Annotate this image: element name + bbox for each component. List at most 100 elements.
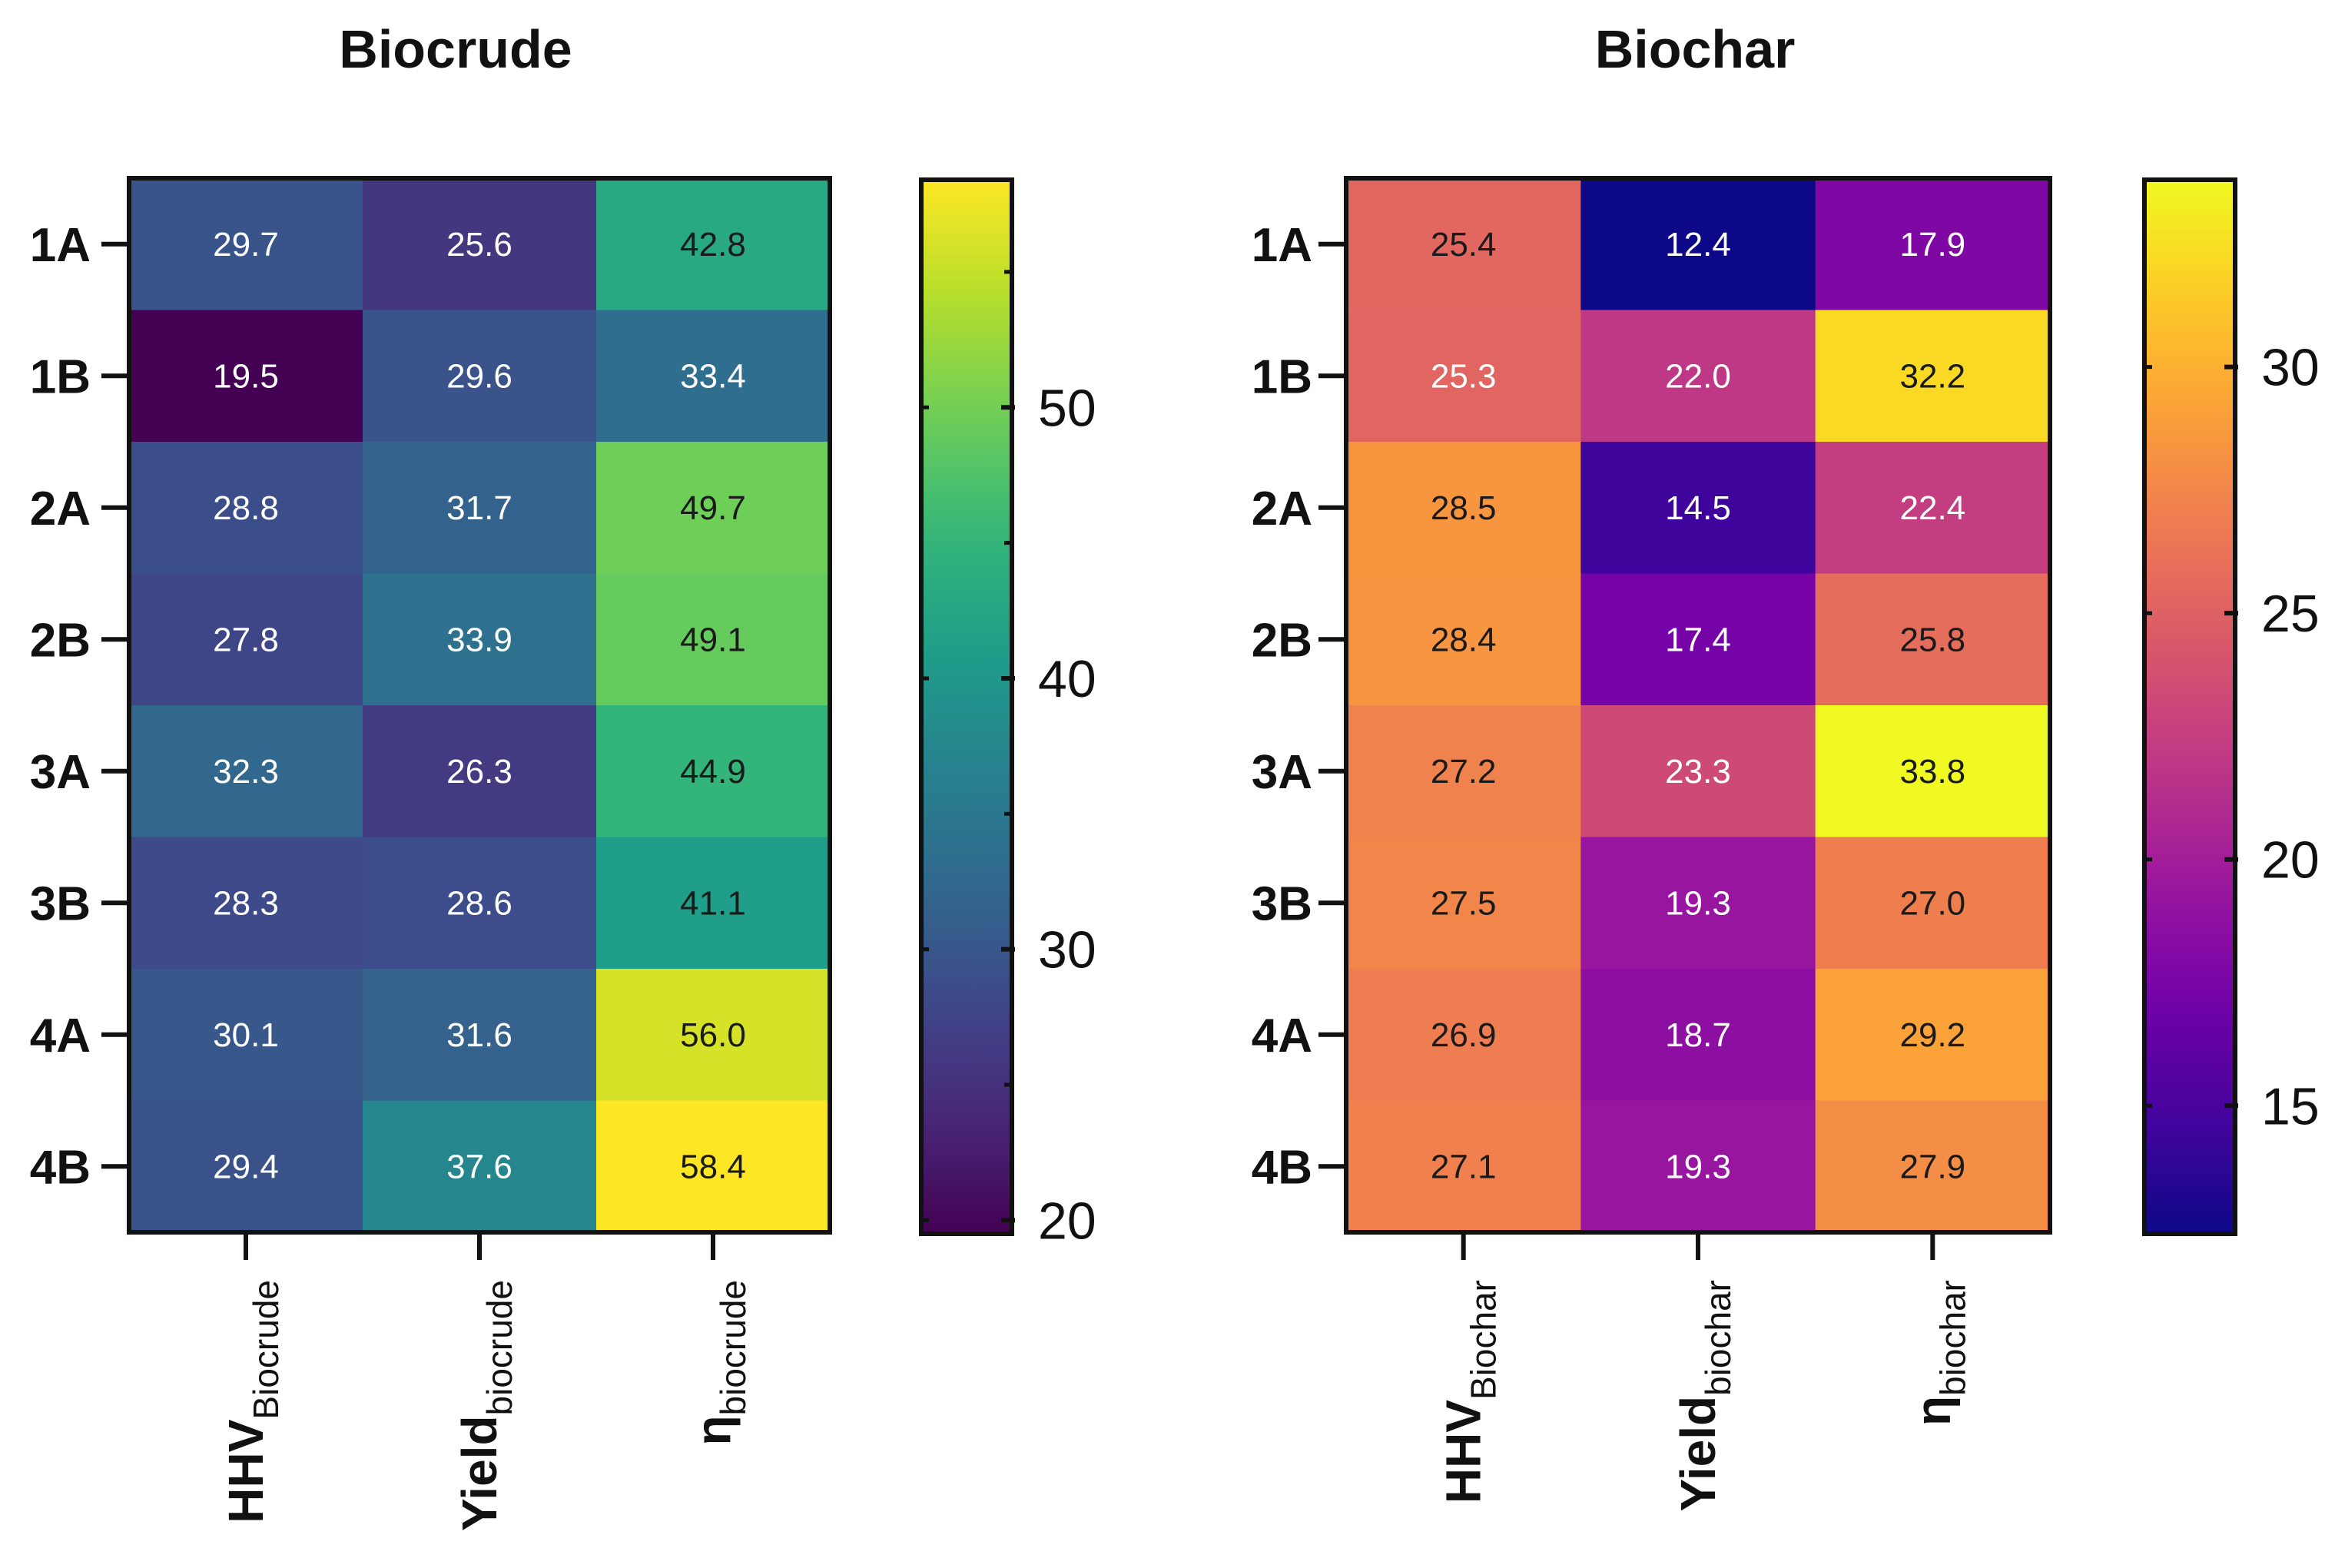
heatmap-cell [1346,1100,1581,1233]
colorbar-tick-label: 15 [2261,1077,2320,1135]
heatmap-cell [1346,442,1581,575]
cell-value-label: 25.3 [1431,357,1497,395]
heatmap-cell [1580,178,1816,311]
heatmap-cell [596,1100,831,1233]
column-label-subscript: biochar [1932,1280,1972,1396]
cell-value-label: 29.7 [213,226,279,264]
cell-value-label: 27.8 [213,621,279,658]
row-label: 4A [1252,1009,1312,1062]
row-label: 2A [1252,482,1312,535]
heatmap-cell [129,442,363,575]
row-label: 2A [30,482,91,535]
cell-value-label: 23.3 [1665,753,1731,791]
column-label: ηbiocrude [685,1280,753,1446]
heatmap-cell [363,1100,597,1233]
heatmap-cell [363,310,597,443]
cell-value-label: 19.3 [1665,1148,1731,1185]
heatmap-cell [1346,310,1581,443]
heatmap-cell [596,310,831,443]
cell-value-label: 27.9 [1900,1148,1966,1185]
row-label: 1A [1252,219,1312,272]
heatmap-cell [1580,573,1816,706]
colorbar-tick-label: 40 [1038,650,1096,708]
row-label: 3B [30,877,91,930]
row-label: 4B [1252,1141,1312,1194]
colorbar-tick-label: 25 [2261,585,2320,643]
cell-value-label: 58.4 [680,1148,746,1185]
cell-value-label: 30.1 [213,1016,279,1054]
cell-value-label: 29.2 [1900,1016,1966,1054]
cell-value-label: 26.3 [446,753,512,791]
column-label-main: Yield [1670,1396,1726,1512]
heatmap-cell [129,1100,363,1233]
heatmap-cell [1815,178,2051,311]
column-label-main: η [1905,1396,1960,1426]
row-label: 4B [30,1141,91,1194]
heatmap-cell [129,310,363,443]
cell-value-label: 25.6 [446,226,512,264]
cell-value-label: 26.9 [1431,1016,1497,1054]
column-label-main: HHV [218,1419,274,1523]
column-label: HHVBiocrude [218,1280,286,1523]
heatmap-cell [1346,837,1581,970]
cell-value-label: 27.0 [1900,884,1966,922]
heatmap-cell [1580,969,1816,1102]
column-label-main: η [685,1415,741,1445]
cell-value-label: 32.2 [1900,357,1966,395]
heatmap-cell [129,178,363,311]
cell-value-label: 31.7 [446,489,512,527]
cell-value-label: 28.3 [213,884,279,922]
cell-value-label: 27.5 [1431,884,1497,922]
heatmap-cell [1346,969,1581,1102]
cell-value-label: 19.5 [213,357,279,395]
cell-value-label: 41.1 [680,884,746,922]
cell-value-label: 19.3 [1665,884,1731,922]
row-label: 3B [1252,877,1312,930]
cell-value-label: 17.4 [1665,621,1731,658]
cell-value-label: 49.7 [680,489,746,527]
heatmap-cell [1815,442,2051,575]
cell-value-label: 33.4 [680,357,746,395]
panel-title: Biocrude [339,19,572,79]
column-label-main: Yield [452,1415,507,1531]
column-label: HHVBiochar [1436,1280,1504,1503]
heatmap-cell [363,178,597,311]
column-label-subscript: Biocrude [246,1280,286,1420]
cell-value-label: 27.1 [1431,1148,1497,1185]
column-label-subscript: Biochar [1464,1280,1504,1400]
column-label-subscript: biochar [1698,1280,1738,1396]
colorbar [919,177,1014,1236]
heatmap-cell [363,705,597,838]
column-label-main: HHV [1436,1400,1491,1503]
heatmap-cell [1815,837,2051,970]
column-label: Yieldbiochar [1670,1280,1738,1511]
row-label: 1B [30,350,91,403]
heatmap-cell [1815,310,2051,443]
cell-value-label: 28.6 [446,884,512,922]
cell-value-label: 56.0 [680,1016,746,1054]
cell-value-label: 22.0 [1665,357,1731,395]
colorbar-tick-label: 50 [1038,379,1096,437]
heatmap-cell [1815,705,2051,838]
heatmap-cell [363,573,597,706]
heatmap-cell [596,178,831,311]
heatmap-cell [1346,178,1581,311]
heatmap-cell [1815,1100,2051,1233]
cell-value-label: 12.4 [1665,226,1731,264]
heatmap-cell [1580,310,1816,443]
colorbar [2142,177,2237,1236]
column-label: ηbiochar [1905,1280,1972,1426]
cell-value-label: 31.6 [446,1016,512,1054]
colorbar-tick-label: 20 [2261,831,2320,890]
cell-value-label: 32.3 [213,753,279,791]
heatmap-cell [596,837,831,970]
row-label: 1B [1252,350,1312,403]
heatmap-cell [596,573,831,706]
column-label-subscript: biocrude [713,1280,753,1415]
cell-value-label: 18.7 [1665,1016,1731,1054]
heatmap-cell [1815,969,2051,1102]
cell-value-label: 42.8 [680,226,746,264]
heatmap-cell [596,969,831,1102]
heatmap-panel-2: Biochar 25.4 12.4 17.9 25.3 22.0 32.2 28.5 14.5 2… [1252,19,2320,1511]
